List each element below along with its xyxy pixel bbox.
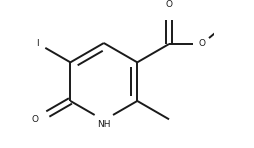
Text: O: O <box>198 40 205 49</box>
Text: O: O <box>166 0 172 9</box>
Text: NH: NH <box>97 120 110 129</box>
Text: O: O <box>31 115 39 124</box>
Text: I: I <box>36 40 39 49</box>
